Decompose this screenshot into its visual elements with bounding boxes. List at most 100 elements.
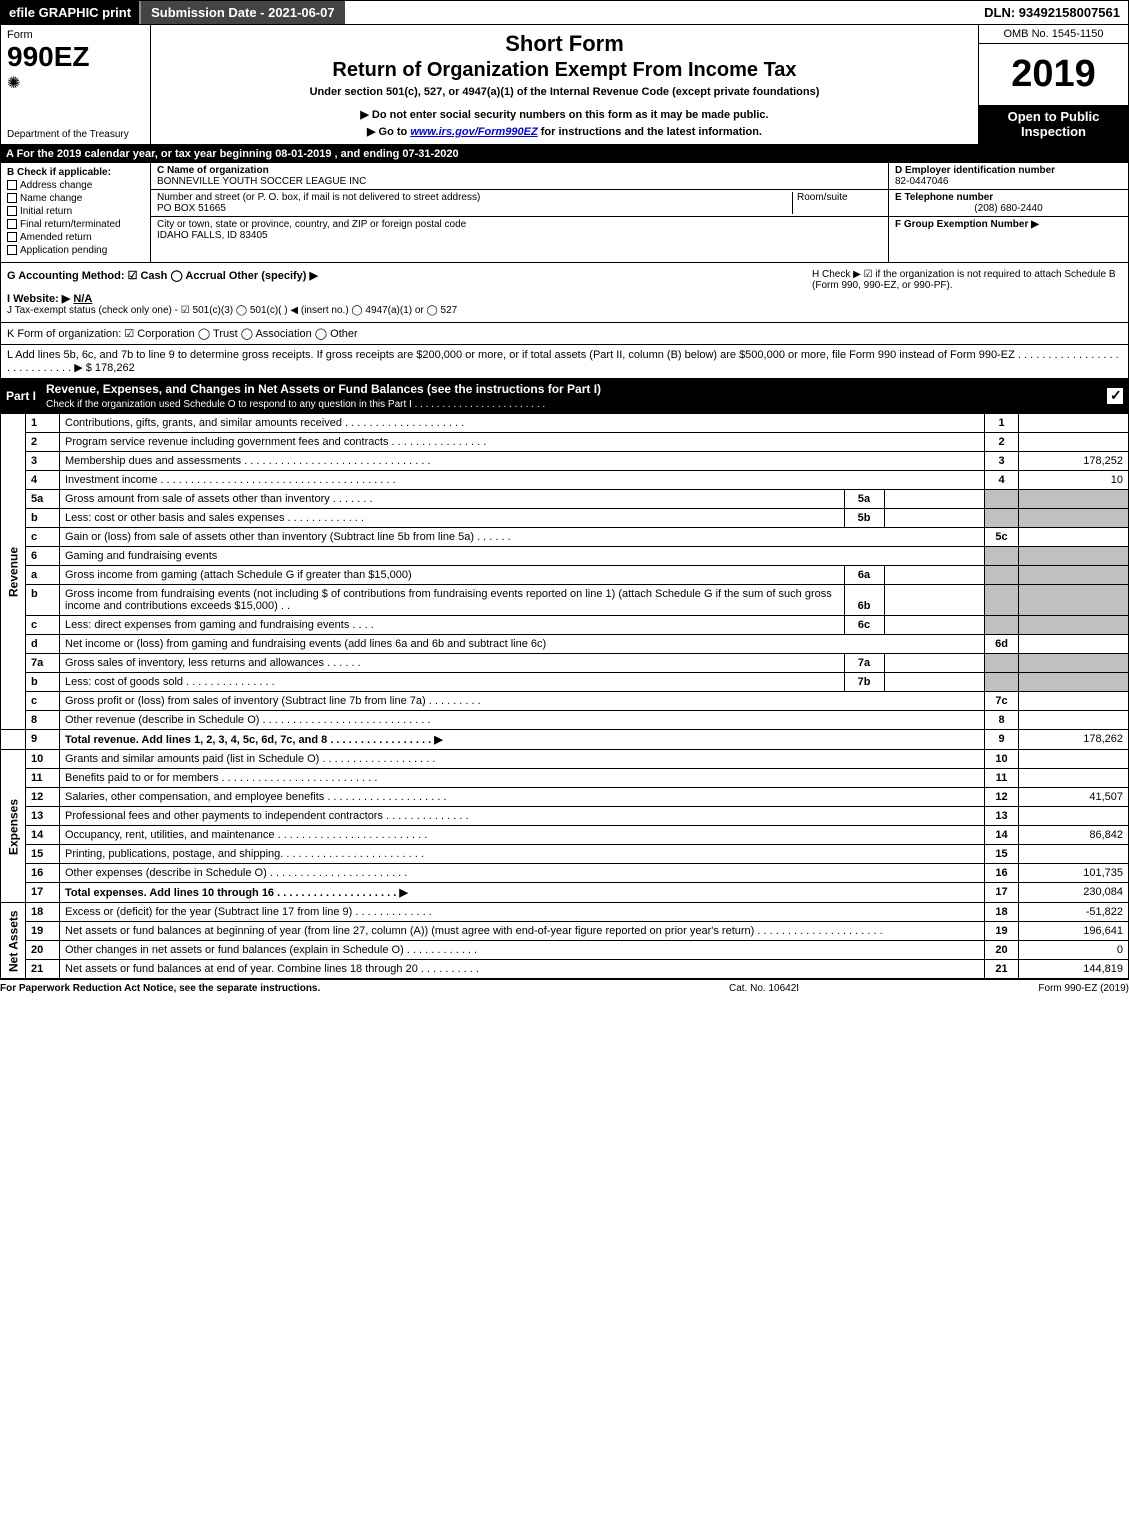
sub-amt: [884, 585, 984, 615]
website-value: N/A: [73, 293, 92, 305]
footer-center: Cat. No. 10642I: [729, 983, 929, 994]
col-b: B Check if applicable: Address change Na…: [1, 163, 151, 262]
line-num: d: [26, 635, 60, 654]
group-row: F Group Exemption Number ▶: [889, 217, 1128, 262]
line-desc: Salaries, other compensation, and employ…: [60, 788, 985, 807]
part1-sub: Check if the organization used Schedule …: [46, 399, 545, 410]
treasury-seal-icon: ✺: [7, 73, 144, 93]
l-row: L Add lines 5b, 6c, and 7b to line 9 to …: [0, 345, 1129, 379]
line-desc: Net assets or fund balances at end of ye…: [60, 960, 985, 979]
sub-num: 6a: [844, 566, 884, 584]
gray-cell: [985, 616, 1019, 635]
part1-header: Part I Revenue, Expenses, and Changes in…: [0, 379, 1129, 413]
room-label: Room/suite: [797, 192, 848, 203]
line-desc: Gross profit or (loss) from sales of inv…: [60, 692, 985, 711]
i-website: I Website: ▶ N/A: [7, 292, 812, 305]
line-num: 20: [26, 941, 60, 960]
line-num: 8: [26, 711, 60, 730]
line-num: 5a: [26, 490, 60, 509]
line-amt: [1019, 528, 1129, 547]
line-rn: 9: [985, 730, 1019, 750]
tax-year: 2019: [979, 44, 1128, 105]
form-header: Form 990EZ ✺ Department of the Treasury …: [0, 25, 1129, 145]
line-rn: 15: [985, 845, 1019, 864]
chk-label: Application pending: [20, 245, 107, 256]
k-row: K Form of organization: ☑ Corporation ◯ …: [0, 323, 1129, 345]
line-num: b: [26, 673, 60, 692]
chk-application-pending[interactable]: Application pending: [7, 245, 144, 256]
line-num: b: [26, 585, 60, 616]
line-amt: [1019, 711, 1129, 730]
scheduleO-checkbox-icon[interactable]: [1107, 388, 1123, 404]
header-center: Short Form Return of Organization Exempt…: [151, 25, 978, 144]
col-d: D Employer identification number 82-0447…: [888, 163, 1128, 262]
line-rn: 6d: [985, 635, 1019, 654]
chk-label: Amended return: [20, 232, 92, 243]
gh-section: G Accounting Method: ☑ Cash ◯ Accrual Ot…: [0, 263, 1129, 323]
form-label: Form: [7, 29, 144, 41]
chk-address-change[interactable]: Address change: [7, 180, 144, 191]
sub-amt: [884, 490, 984, 508]
chk-amended-return[interactable]: Amended return: [7, 232, 144, 243]
line-desc: Gaming and fundraising events: [60, 547, 985, 566]
line-amt: 41,507: [1019, 788, 1129, 807]
org-name-label: C Name of organization: [157, 165, 269, 176]
gray-cell: [1019, 547, 1129, 566]
line-desc: Printing, publications, postage, and shi…: [60, 845, 985, 864]
footer: For Paperwork Reduction Act Notice, see …: [0, 979, 1129, 997]
side-revenue: Revenue: [1, 414, 26, 730]
line-amt: 101,735: [1019, 864, 1129, 883]
line-desc: Grants and similar amounts paid (list in…: [60, 750, 985, 769]
sub-num: 7b: [844, 673, 884, 691]
line-num: 9: [26, 730, 60, 750]
city-label: City or town, state or province, country…: [157, 219, 466, 230]
gray-cell: [1019, 585, 1129, 616]
tel-row: E Telephone number (208) 680-2440: [889, 190, 1128, 217]
efile-print[interactable]: efile GRAPHIC print: [1, 1, 139, 24]
department: Department of the Treasury: [7, 129, 129, 140]
line-desc: Benefits paid to or for members . . . . …: [60, 769, 985, 788]
line-rn: 20: [985, 941, 1019, 960]
chk-final-return[interactable]: Final return/terminated: [7, 219, 144, 230]
line-desc: Total expenses. Add lines 10 through 16 …: [60, 883, 985, 903]
line-desc: Contributions, gifts, grants, and simila…: [60, 414, 985, 433]
line-num: 15: [26, 845, 60, 864]
chk-initial-return[interactable]: Initial return: [7, 206, 144, 217]
goto-post: for instructions and the latest informat…: [538, 126, 762, 138]
form-subtitle: Under section 501(c), 527, or 4947(a)(1)…: [157, 86, 972, 98]
gh-left: G Accounting Method: ☑ Cash ◯ Accrual Ot…: [7, 269, 812, 316]
line-num: 11: [26, 769, 60, 788]
group-label: F Group Exemption Number ▶: [895, 219, 1039, 230]
line-num: 4: [26, 471, 60, 490]
line-amt: 10: [1019, 471, 1129, 490]
open-to-public: Open to Public Inspection: [979, 105, 1128, 144]
line-rn: 4: [985, 471, 1019, 490]
irs-link[interactable]: www.irs.gov/Form990EZ: [410, 126, 537, 138]
chk-label: Initial return: [20, 206, 72, 217]
sub-amt: [884, 509, 984, 527]
website-pre: I Website: ▶: [7, 293, 70, 305]
city: IDAHO FALLS, ID 83405: [157, 230, 268, 241]
line-desc: Gross income from fundraising events (no…: [60, 585, 844, 615]
b-head: B Check if applicable:: [7, 167, 144, 178]
side-expenses: Expenses: [1, 750, 26, 903]
line-rn: 17: [985, 883, 1019, 903]
tel: (208) 680-2440: [895, 203, 1122, 214]
line-num: 10: [26, 750, 60, 769]
line-desc: Less: cost of goods sold . . . . . . . .…: [60, 673, 844, 691]
chk-name-change[interactable]: Name change: [7, 193, 144, 204]
lines-table: Revenue 1Contributions, gifts, grants, a…: [0, 413, 1129, 979]
line-rn: 7c: [985, 692, 1019, 711]
addr-label: Number and street (or P. O. box, if mail…: [157, 192, 480, 203]
line-rn: 14: [985, 826, 1019, 845]
line-rn: 2: [985, 433, 1019, 452]
line-desc: Total revenue. Add lines 1, 2, 3, 4, 5c,…: [60, 730, 985, 750]
line-desc: Gross sales of inventory, less returns a…: [60, 654, 844, 672]
line-amt: 178,252: [1019, 452, 1129, 471]
line-rn: 12: [985, 788, 1019, 807]
ein-row: D Employer identification number 82-0447…: [889, 163, 1128, 190]
line-amt: 0: [1019, 941, 1129, 960]
line-desc: Professional fees and other payments to …: [60, 807, 985, 826]
line-num: 2: [26, 433, 60, 452]
footer-left: For Paperwork Reduction Act Notice, see …: [0, 983, 729, 994]
